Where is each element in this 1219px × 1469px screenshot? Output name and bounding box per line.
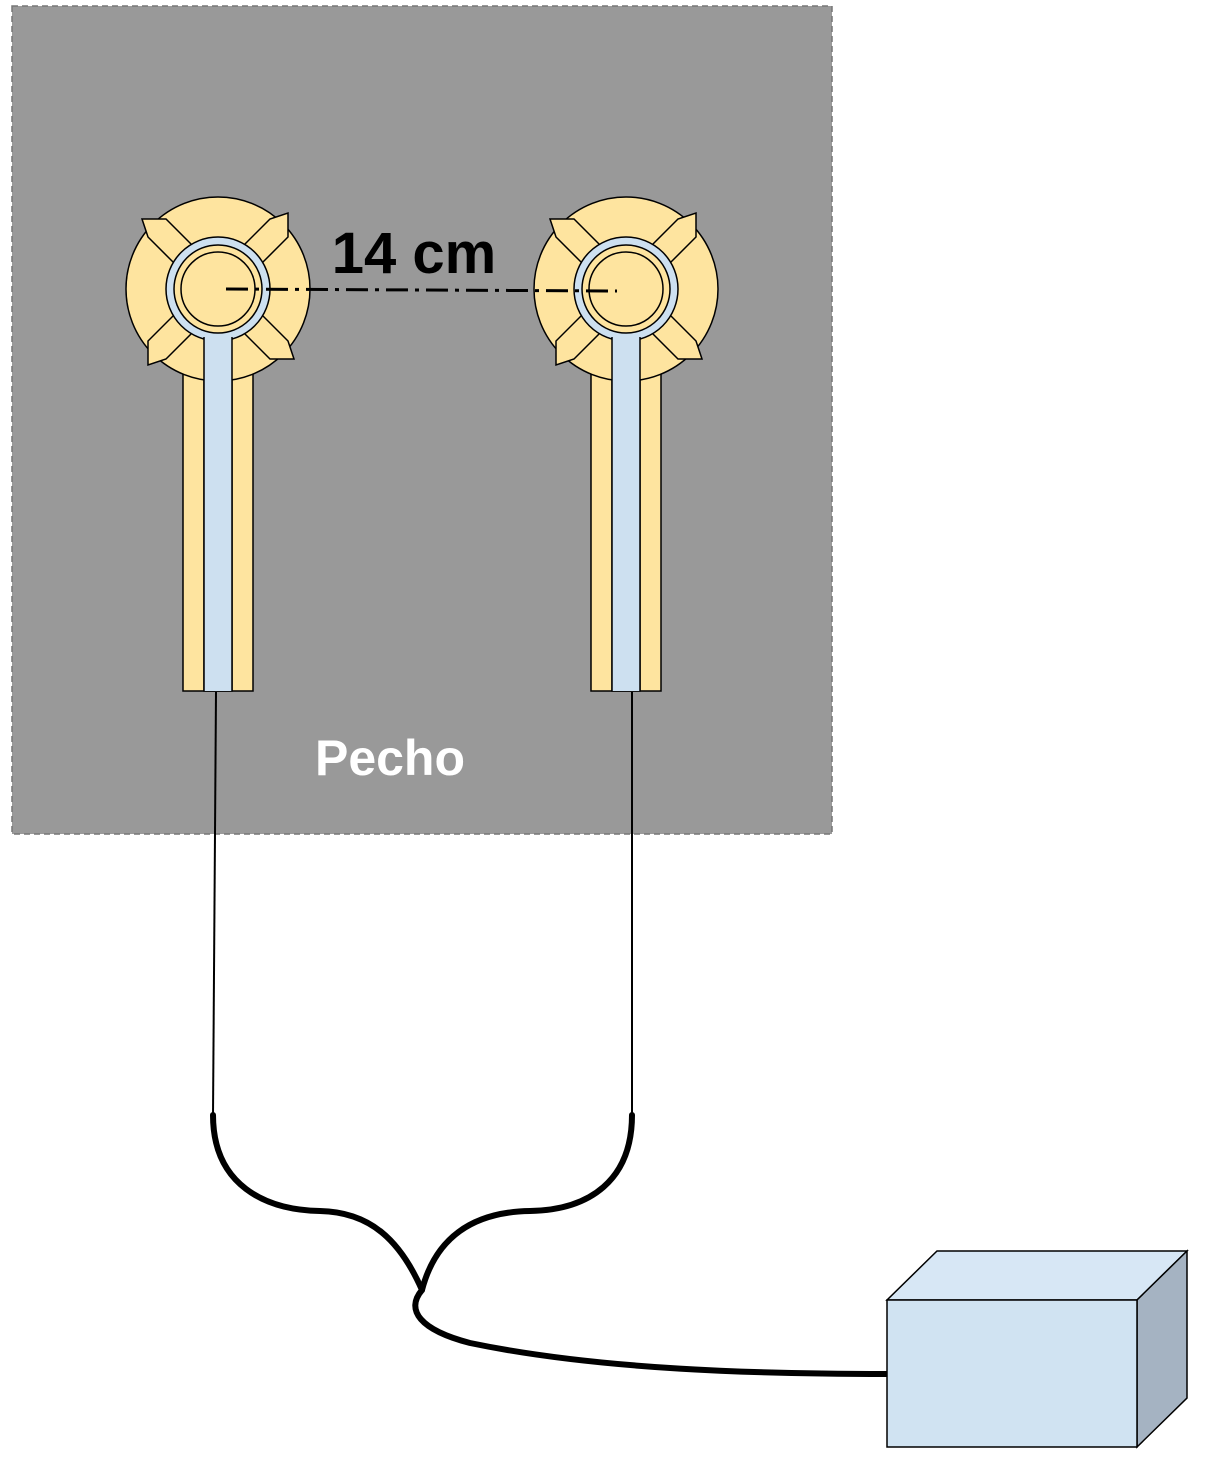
left-cable-branch <box>210 1112 425 1293</box>
right-cable-branch <box>419 1112 635 1293</box>
region-label: Pecho <box>315 730 465 786</box>
distance-line <box>225 287 618 293</box>
chest-region <box>11 5 833 835</box>
main-cable <box>412 1287 890 1377</box>
left-lead-wire <box>212 691 217 1116</box>
distance-label: 14 cm <box>332 221 496 286</box>
recording-device <box>885 1249 1189 1449</box>
